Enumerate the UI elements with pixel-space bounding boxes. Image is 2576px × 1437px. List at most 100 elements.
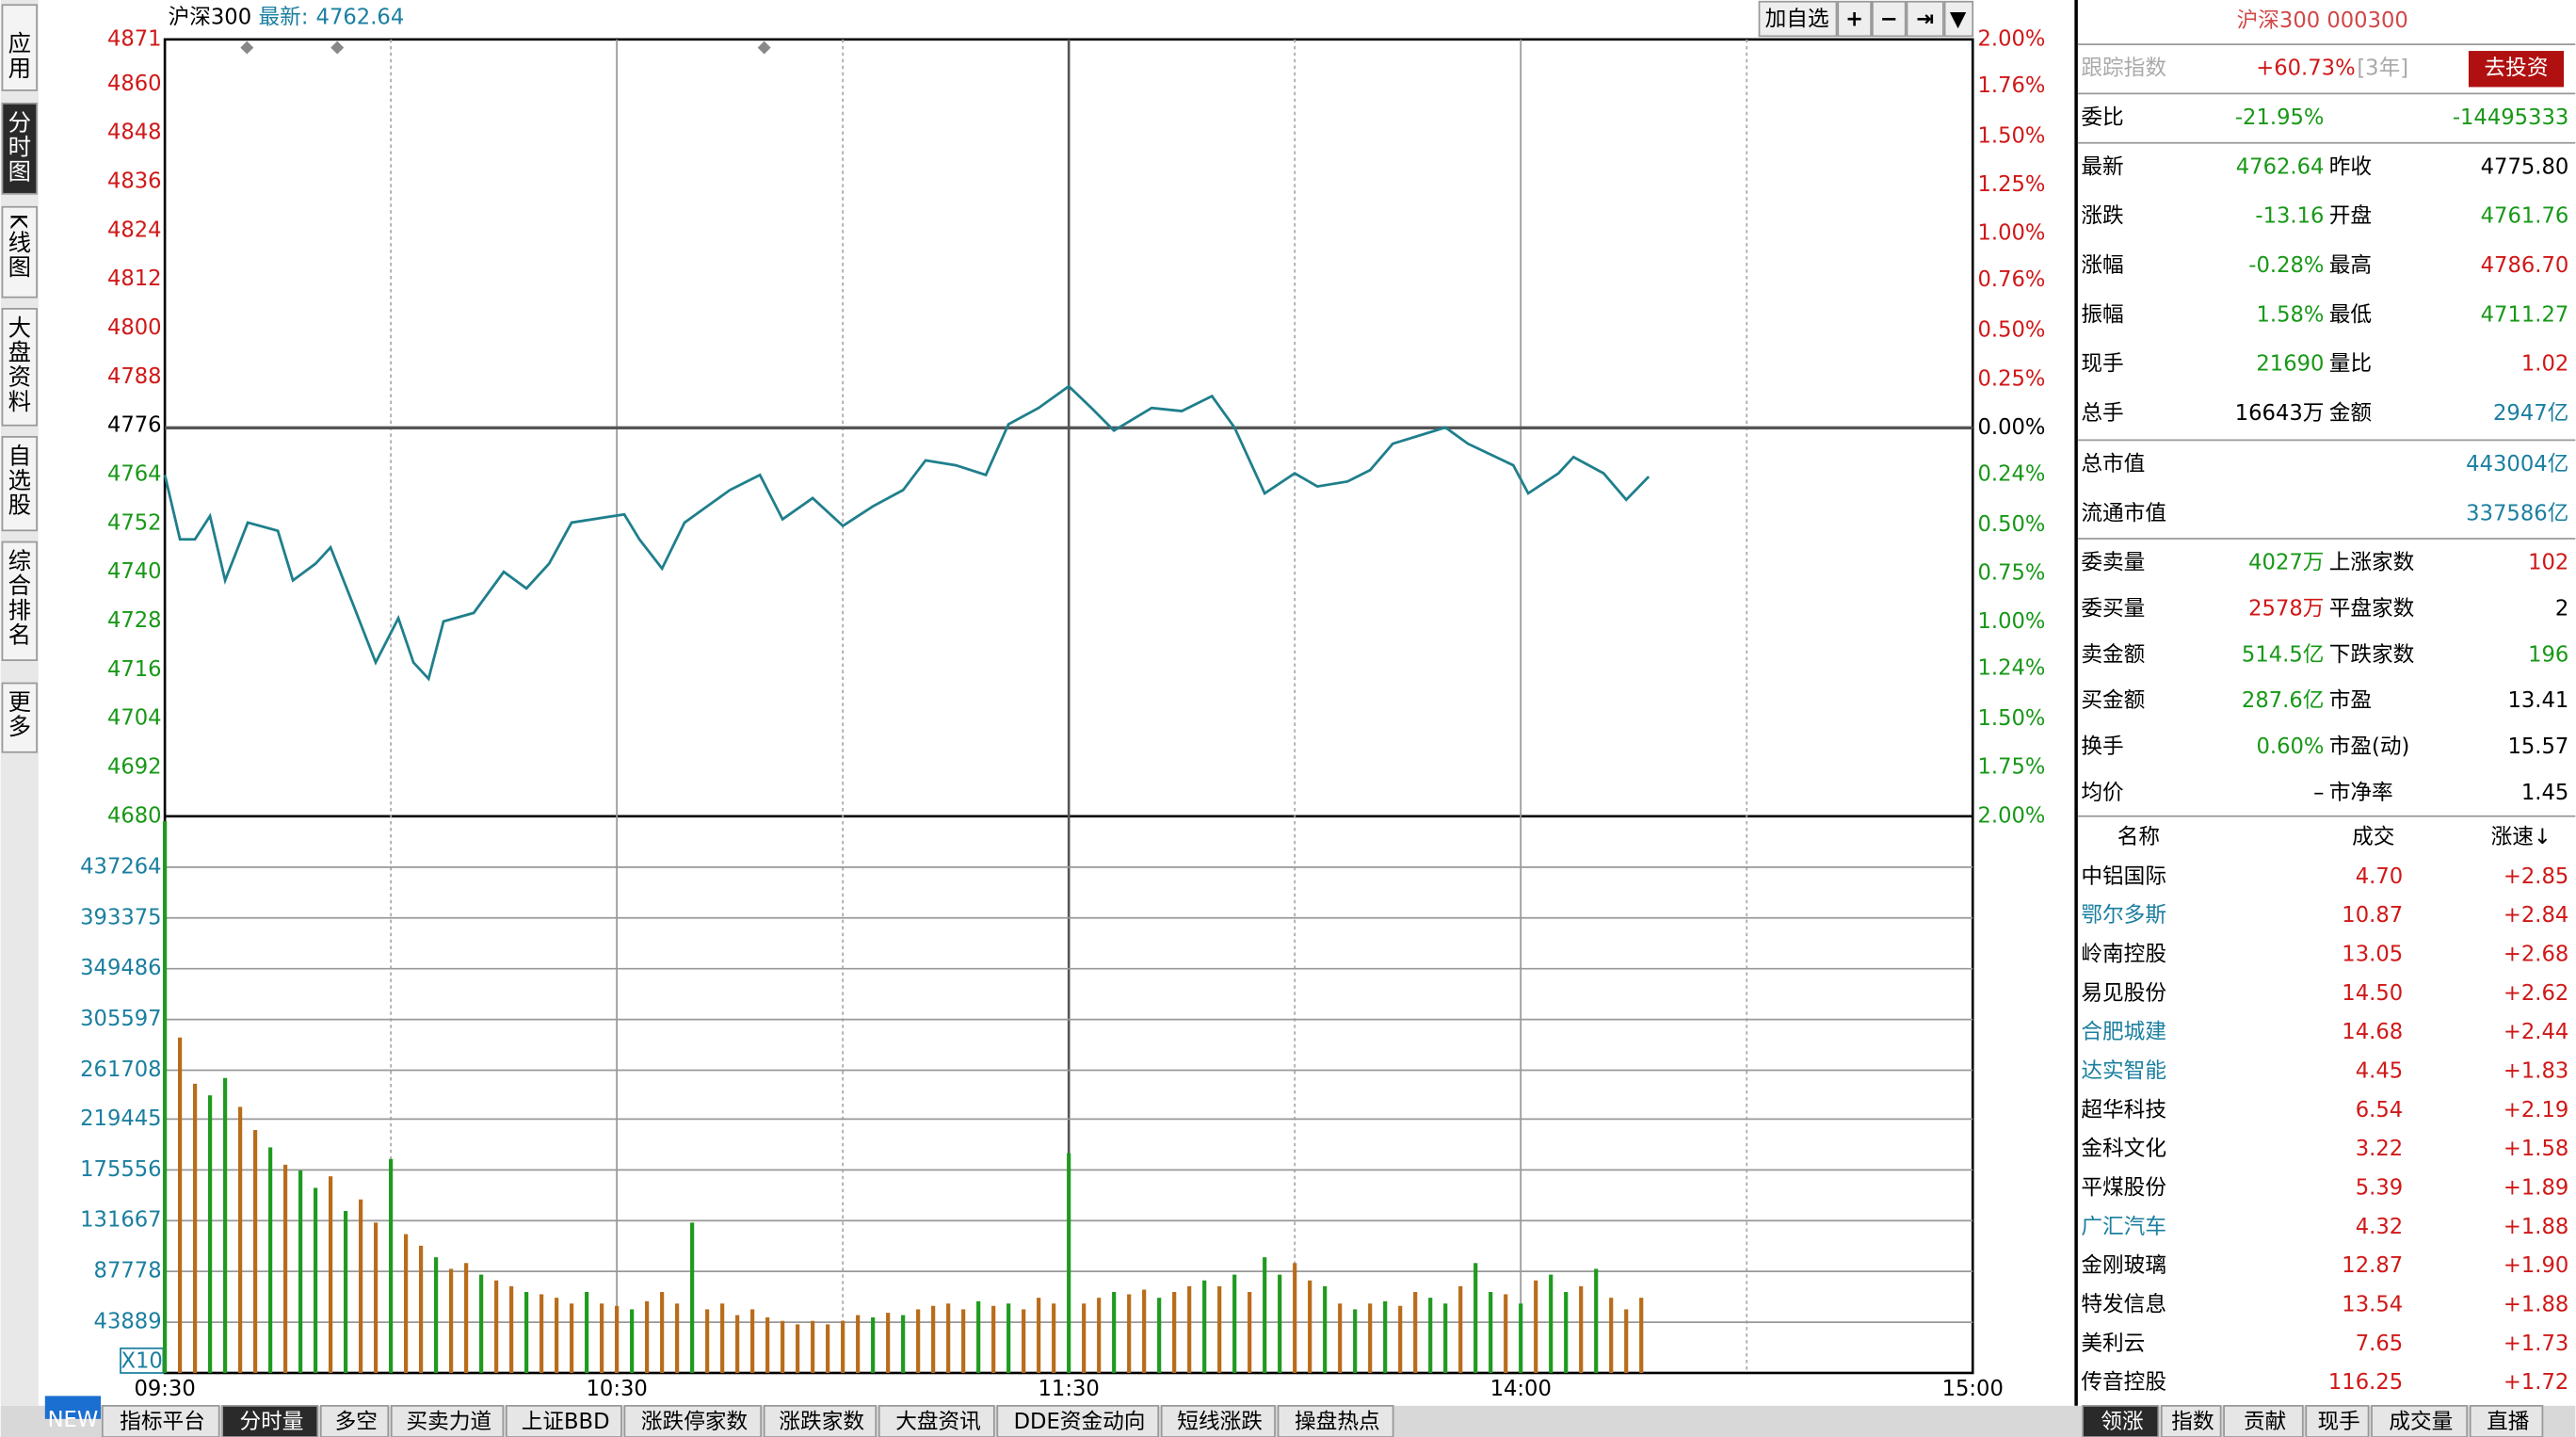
bottom-tab-label[interactable]: 分时量 [239,1410,303,1434]
bottom-tab-label[interactable]: 指标平台 [120,1410,205,1434]
volume-bar [359,1199,363,1373]
quote-label: 最高 [2329,253,2372,278]
panel-tab[interactable] [2469,1404,2544,1437]
panel-tab[interactable] [2082,1404,2160,1437]
stock-name[interactable]: 传音控股 [2081,1370,2166,1395]
volume-bar [1263,1257,1267,1373]
bottom-tab[interactable] [319,1404,390,1437]
zoom-out[interactable] [1871,0,1907,38]
volume-bar [811,1320,815,1373]
stock-change: +1.72 [2504,1370,2568,1395]
bottom-tab-label[interactable]: 买卖力道 [407,1410,492,1434]
stock-name[interactable]: 易见股份 [2081,981,2166,1006]
bottom-tab-label[interactable]: 短线涨跌 [1177,1410,1263,1434]
stock-name[interactable]: 平煤股份 [2081,1175,2166,1200]
stock-name[interactable]: 特发信息 [2081,1292,2166,1316]
bottom-tab[interactable] [1277,1404,1394,1437]
quote-value: 16643万 [2235,401,2325,426]
panel-tab-label[interactable]: 现手 [2318,1410,2360,1434]
panel-tab[interactable] [2371,1404,2469,1437]
side-tab-label[interactable]: K线图 [5,214,32,280]
bottom-tab[interactable] [101,1404,220,1437]
volume-bar [419,1245,424,1373]
bottom-tab[interactable] [623,1404,763,1437]
stock-name[interactable]: 达实智能 [2081,1058,2166,1083]
panel-tab-label[interactable]: 领涨 [2101,1410,2143,1434]
side-tab[interactable] [1,4,38,91]
stock-price: 10.87 [2342,903,2403,928]
volume-bar [223,1077,228,1373]
bottom-tab-label[interactable]: 操盘热点 [1295,1410,1380,1434]
y2-tick-label: 1.24% [1977,656,2045,681]
bottom-tab[interactable] [763,1404,877,1437]
quote-value: 337586亿 [2466,501,2568,525]
quote-value: 443004亿 [2466,452,2568,476]
invest-button[interactable] [2468,51,2565,88]
stock-name[interactable]: 美利云 [2081,1332,2145,1356]
bottom-tab-label[interactable]: 上证BBD [522,1410,610,1434]
bottom-tab[interactable] [1160,1404,1276,1437]
bottom-tab[interactable] [996,1404,1160,1437]
volume-bar [615,1305,620,1373]
stock-name[interactable]: 金科文化 [2081,1137,2166,1161]
panel-tab[interactable] [2160,1404,2222,1437]
stock-price: 12.87 [2342,1253,2403,1278]
panel-tab-label[interactable]: 指数 [2171,1410,2214,1434]
panel-tab[interactable] [2305,1404,2370,1437]
panel-tab-label[interactable]: 成交量 [2389,1410,2453,1434]
side-tab-label[interactable]: 更多 [5,689,32,738]
panel-tab[interactable] [2223,1404,2304,1437]
bottom-tab-label[interactable]: 涨跌家数 [779,1410,864,1434]
zoom-in[interactable] [1837,0,1872,38]
side-tab-label[interactable]: 应用 [5,31,32,80]
bottom-tab[interactable] [505,1404,622,1437]
stock-name[interactable]: 合肥城建 [2081,1020,2166,1044]
side-tab[interactable] [1,103,38,195]
y-tick-label: 4728 [107,608,162,633]
panel-tab-label[interactable]: 贡献 [2244,1410,2286,1434]
bottom-tab[interactable] [221,1404,319,1437]
panel-tab-label[interactable]: 直播 [2487,1410,2530,1434]
side-tab-label[interactable]: 自选股 [5,444,32,517]
bottom-tab-label[interactable]: 多空 [335,1410,378,1434]
quote-label: 委买量 [2081,597,2145,622]
add-watch[interactable] [1758,0,1838,38]
stock-name[interactable]: 超华科技 [2081,1098,2166,1122]
bottom-tab-label[interactable]: 大盘资讯 [895,1410,981,1434]
volume-bar [298,1171,303,1373]
volume-bar [1458,1285,1463,1373]
stock-name[interactable]: 广汇汽车 [2081,1215,2166,1239]
side-tab[interactable] [1,682,38,753]
bottom-tab[interactable] [877,1404,995,1437]
side-tab-label[interactable]: 分时图 [5,110,32,184]
stock-name[interactable]: 鄂尔多斯 [2081,903,2166,928]
bottom-tab-label[interactable]: 涨跌停家数 [641,1410,749,1434]
stock-name[interactable]: 金刚玻璃 [2081,1253,2166,1278]
y2-tick-label: 0.24% [1977,461,2045,486]
jump-end[interactable] [1906,0,1944,38]
volume-bar [841,1320,845,1373]
volume-bar [283,1164,288,1373]
side-tab-label[interactable]: 综合排名 [5,548,32,647]
volume-bar [1037,1298,1041,1373]
side-tab[interactable] [1,308,38,427]
add-watch-label[interactable]: 加自选 [1765,7,1829,31]
quote-value: 2578万 [2248,597,2324,622]
invest-label[interactable]: 去投资 [2485,57,2549,81]
side-tab[interactable] [1,436,38,532]
stock-name[interactable]: 中铝国际 [2081,864,2166,889]
side-tab[interactable] [1,205,38,299]
new-badge [44,1396,102,1419]
quote-value: 287.6亿 [2242,688,2325,713]
bottom-tab-label[interactable]: DDE资金动向 [1014,1410,1146,1434]
y-tick-label: 4704 [107,706,162,731]
bottom-tab[interactable] [390,1404,505,1437]
y-tick-label: 393375 [80,905,162,929]
quote-value: 1.02 [2521,352,2568,377]
side-tab-label[interactable]: 大盘资料 [5,315,32,414]
y-tick-label: 4788 [107,364,162,389]
menu[interactable] [1943,0,1974,38]
side-tab[interactable] [1,541,38,661]
stock-name[interactable]: 岭南控股 [2081,942,2166,966]
